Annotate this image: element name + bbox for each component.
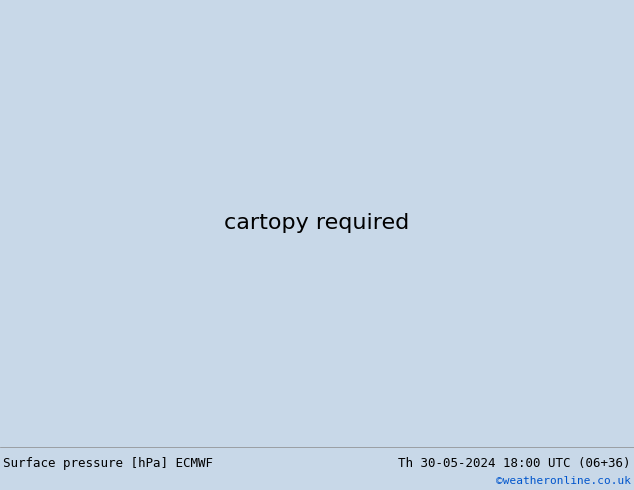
Text: Th 30-05-2024 18:00 UTC (06+36): Th 30-05-2024 18:00 UTC (06+36) (398, 457, 631, 470)
Text: ©weatheronline.co.uk: ©weatheronline.co.uk (496, 476, 631, 487)
Text: Surface pressure [hPa] ECMWF: Surface pressure [hPa] ECMWF (3, 457, 213, 470)
Text: cartopy required: cartopy required (224, 213, 410, 233)
